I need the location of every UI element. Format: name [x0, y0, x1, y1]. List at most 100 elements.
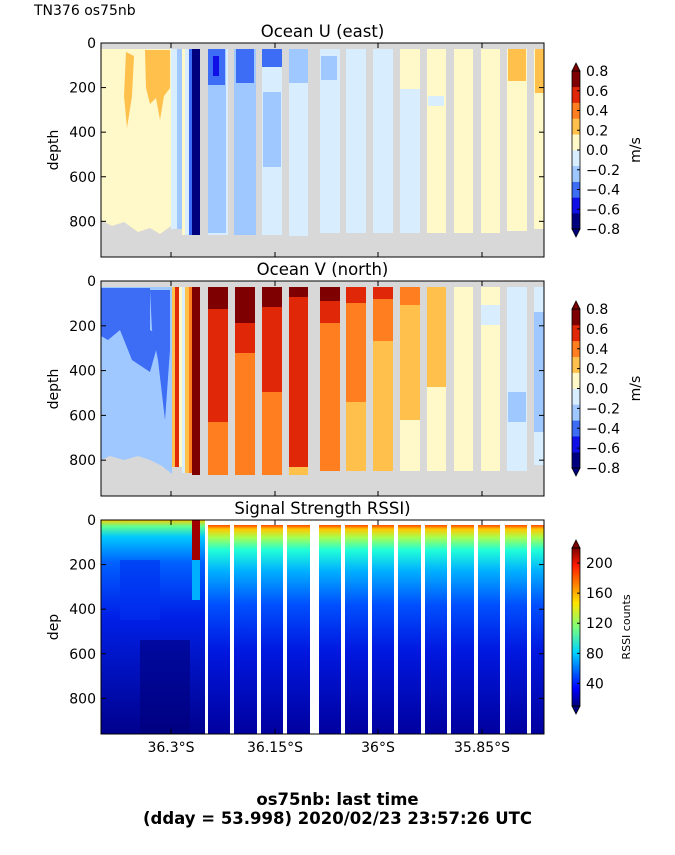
colorbar-tick-label: 0.6	[586, 322, 608, 338]
v-band	[185, 287, 189, 473]
u-column	[481, 49, 500, 233]
colorbar-segment	[572, 71, 580, 88]
y-tick-label: 0	[87, 36, 96, 52]
u-patch	[236, 49, 254, 83]
colorbar-label: m/s	[628, 137, 644, 163]
v-patch	[427, 287, 446, 387]
u-column	[534, 49, 544, 229]
x-tick-label: 36.15°S	[247, 740, 303, 756]
u-column	[400, 49, 420, 233]
plot-area	[101, 43, 544, 257]
y-tick-label: 200	[69, 319, 96, 335]
colorbar-extend-bottom	[571, 705, 581, 715]
colorbar-segment	[572, 436, 580, 453]
u-column	[289, 49, 308, 236]
rssi-band	[192, 520, 200, 560]
colorbar-tick-label: 120	[586, 616, 613, 632]
plot-frame	[100, 42, 545, 258]
panel-ocean-v: Ocean V (north)	[46, 260, 644, 497]
u-column	[427, 49, 446, 233]
v-patch	[320, 287, 340, 301]
panel-title: Signal Strength RSSI)	[234, 499, 410, 518]
u-patch	[428, 96, 444, 106]
colorbar-segment	[572, 372, 580, 389]
colorbar-tick-label: 80	[586, 646, 604, 662]
v-band	[179, 287, 182, 467]
plot-area	[101, 281, 544, 496]
colorbar-segment	[572, 118, 580, 135]
v-patch	[481, 305, 500, 325]
y-tick-label: 600	[69, 647, 96, 663]
colorbar-extend-top	[571, 300, 581, 310]
panel-title: Ocean U (east)	[261, 22, 385, 41]
y-tick-label: 200	[69, 81, 96, 97]
plot-frame	[100, 280, 545, 497]
colorbar-tick-label: −0.2	[586, 163, 620, 179]
panel-title: Ocean V (north)	[257, 260, 389, 279]
colorbar-tick-label: 0.2	[586, 362, 608, 378]
colorbar-segment	[572, 452, 580, 469]
colorbar-segment	[572, 356, 580, 373]
footer-line-2: (dday = 53.998) 2020/02/23 23:57:26 UTC	[142, 809, 533, 828]
colorbar-tick-label: 0.8	[586, 64, 608, 80]
v-column	[320, 287, 340, 471]
colorbar-tick-label: −0.2	[586, 401, 620, 417]
y-tick-label: 600	[69, 408, 96, 424]
rssi-column	[398, 525, 421, 734]
u-column	[234, 49, 256, 235]
colorbar-tick-label: 0.4	[586, 104, 608, 120]
v-patch-south-flow	[101, 288, 160, 372]
v-patch	[289, 287, 308, 297]
colorbar-tick-label: 0.0	[586, 382, 608, 398]
v-band	[182, 287, 185, 473]
rssi-column	[505, 525, 527, 734]
plot-frame	[100, 519, 545, 735]
colorbar-tick-label: 200	[586, 556, 613, 572]
v-column	[507, 287, 527, 471]
colorbar-tick-label: −0.8	[586, 222, 620, 238]
v-band	[189, 287, 192, 473]
rssi-column	[478, 525, 500, 734]
colorbar-label: m/s	[628, 376, 644, 402]
x-axis: 36.3°S 36.15°S 36°S 35.85°S	[147, 520, 510, 756]
colorbar-segment	[572, 197, 580, 214]
colorbar-tick-label: −0.4	[586, 183, 620, 199]
v-band	[192, 287, 200, 475]
rssi-column	[234, 525, 257, 734]
colorbar-segment	[572, 165, 580, 182]
u-band	[182, 49, 185, 235]
colorbar-tick-label: 0.6	[586, 84, 608, 100]
u-column	[454, 49, 473, 233]
v-column	[481, 287, 500, 471]
v-patch	[373, 287, 393, 341]
colorbar-tick-label: 160	[586, 586, 613, 602]
rssi-column	[319, 525, 341, 734]
u-patch-east-flow	[145, 50, 170, 120]
u-patch	[508, 49, 526, 81]
colorbar: 200 160 120 80 40 RSSI counts	[571, 539, 633, 715]
footer-line-1: os75nb: last time	[256, 790, 419, 809]
v-patch	[373, 287, 393, 299]
colorbar-segment	[572, 404, 580, 421]
v-patch	[208, 287, 228, 422]
y-axis: 0 200 400 600 800	[69, 513, 544, 707]
colorbar-tick-label: 40	[586, 676, 604, 692]
v-patch	[346, 287, 366, 303]
y-axis: 0 200 400 600 800	[69, 36, 544, 230]
colorbar: 0.8 0.6 0.4 0.2 0.0 −0.2 −0.4 −0.6 −0.8 m/s	[571, 300, 644, 477]
v-patch	[400, 420, 420, 471]
y-tick-label: 400	[69, 602, 96, 618]
colorbar-tick-label: −0.6	[586, 441, 620, 457]
y-tick-label: 800	[69, 691, 96, 707]
colorbar-frame	[571, 547, 581, 707]
colorbar-tick-label: −0.4	[586, 421, 620, 437]
rssi-column	[208, 525, 230, 734]
y-tick-label: 0	[87, 513, 96, 529]
v-band	[172, 287, 175, 467]
colorbar-label: RSSI counts	[620, 594, 633, 659]
v-patch	[289, 287, 308, 467]
v-patch	[208, 287, 228, 309]
rssi-patch	[140, 640, 190, 734]
v-column	[454, 287, 473, 471]
